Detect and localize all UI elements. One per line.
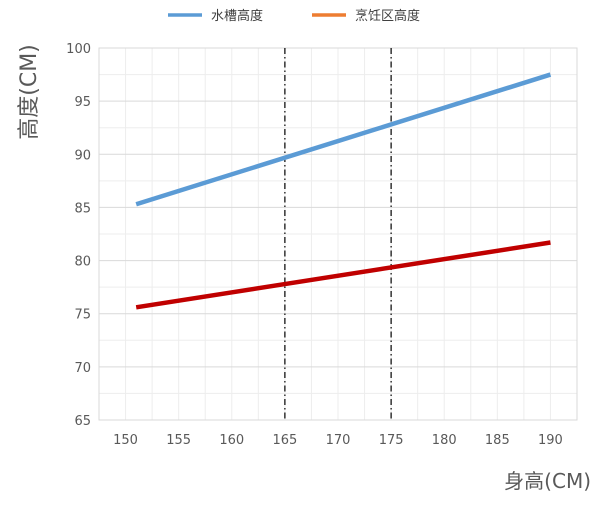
y-axis-title: 高度(CM) <box>17 44 42 140</box>
grid <box>98 47 578 421</box>
x-tick-label: 165 <box>272 433 297 448</box>
reference-lines <box>284 48 392 420</box>
x-tick-label: 190 <box>538 433 563 448</box>
x-tick-label: 180 <box>432 433 457 448</box>
y-tick-label: 100 <box>66 42 91 57</box>
series-line <box>135 240 551 310</box>
x-axis-title: 身高(CM) <box>504 469 591 493</box>
series-lines <box>135 72 552 310</box>
legend: 水槽高度 烹饪区高度 <box>168 8 420 24</box>
y-tick-label: 95 <box>74 95 91 110</box>
axes: 65 70 75 80 85 90 95 100 150 155 160 165 170 175 180 18… <box>66 42 563 448</box>
legend-label: 水槽高度 <box>211 8 263 24</box>
series-line <box>135 72 552 207</box>
x-tick-label: 170 <box>326 433 351 448</box>
plot-border <box>98 47 578 421</box>
y-tick-label: 75 <box>74 308 91 323</box>
y-tick-label: 65 <box>74 414 91 429</box>
y-tick-label: 90 <box>74 148 91 163</box>
x-tick-label: 185 <box>485 433 510 448</box>
x-tick-label: 175 <box>379 433 404 448</box>
x-tick-label: 150 <box>113 433 138 448</box>
legend-label: 烹饪区高度 <box>355 8 420 24</box>
y-tick-label: 70 <box>74 361 91 376</box>
y-tick-label: 80 <box>74 255 91 270</box>
y-tick-label: 85 <box>74 201 91 216</box>
x-tick-label: 160 <box>219 433 244 448</box>
x-tick-label: 155 <box>166 433 191 448</box>
